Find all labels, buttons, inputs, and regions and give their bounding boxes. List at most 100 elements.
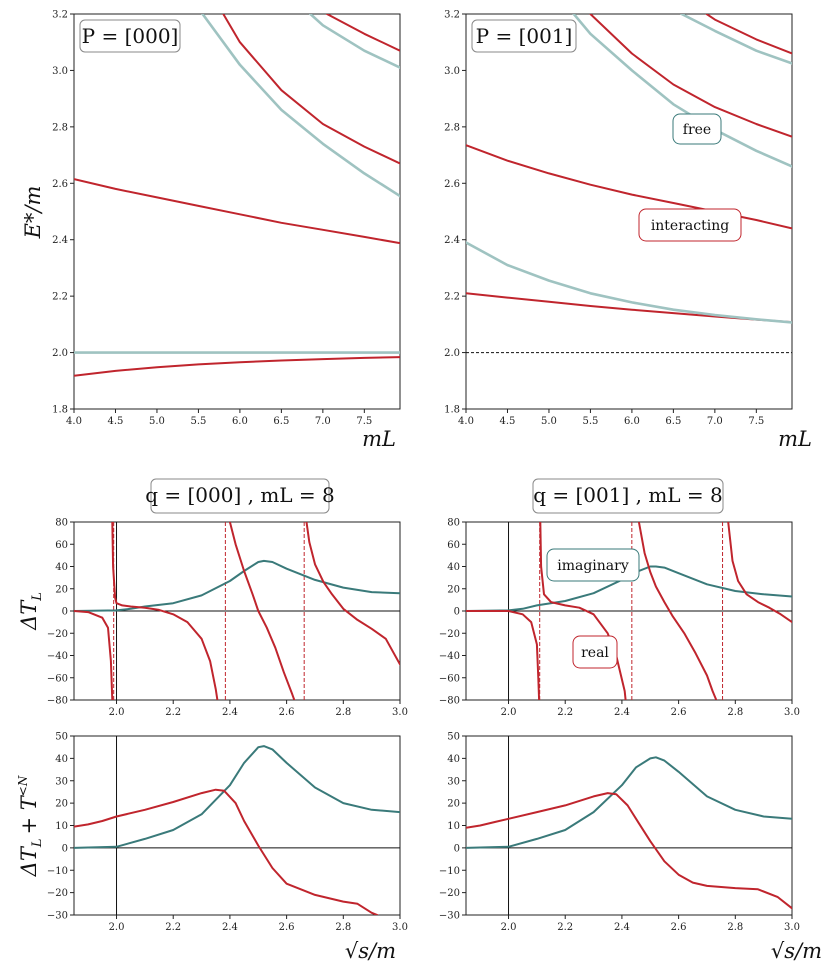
frame-deltatplus-q000 — [73, 735, 401, 916]
xtick-label: 3.0 — [392, 707, 408, 718]
series-interacting-line — [326, 14, 400, 52]
xtick-label: 5.5 — [582, 416, 598, 427]
ylabel-deltatplus-plus: + T — [17, 794, 41, 834]
xlabel-sqrt-s-left: √s/m — [345, 939, 396, 963]
series-real-line — [74, 610, 114, 700]
xtick-label: 2.8 — [335, 922, 351, 933]
xtick-label: 2.6 — [279, 707, 295, 718]
xtick-label: 7.5 — [748, 416, 764, 427]
ytick-label: 2.2 — [52, 292, 68, 303]
ytick-label: −60 — [439, 673, 460, 684]
ytick-label: −80 — [47, 696, 68, 707]
legend-box-imaginary — [546, 548, 640, 582]
ytick-label: 2.4 — [52, 235, 68, 246]
series-imaginary-line — [74, 745, 400, 849]
title-box-q000 — [150, 478, 330, 514]
plot-spectrum-p000: 4.0 4.5 5.0 5.5 6.0 6.5 7.0 7.5 1.8 2.0 2.2 2.4 2.6 2… — [52, 10, 400, 427]
legend-interacting: interacting — [651, 218, 729, 234]
series-interacting-line — [222, 14, 400, 165]
ytick-label: 20 — [447, 584, 460, 595]
xtick-label: 7.0 — [707, 416, 723, 427]
ytick-label: 10 — [447, 821, 460, 832]
xtick-label: 2.2 — [165, 922, 181, 933]
ytick-label: 30 — [55, 776, 68, 787]
xtick-label: 6.5 — [665, 416, 681, 427]
series-real-line — [466, 610, 541, 700]
ytick-label: 2.8 — [444, 122, 460, 133]
plot-spectrum-p001: 4.0 4.5 5.0 5.5 6.0 6.5 7.0 7.5 1.8 2.0 2.2 2.4 2.6 2… — [444, 10, 792, 427]
ytick-label: 40 — [55, 754, 68, 765]
series-interacting-line — [74, 178, 400, 245]
ytick-label: 2.6 — [52, 179, 68, 190]
xtick-label: 2.6 — [671, 922, 687, 933]
ytick-label: 80 — [55, 518, 68, 529]
plot-deltatplus-q001: 2.0 2.2 2.4 2.6 2.8 3.0 −30 −20 −10 0 10 20 30 40 50 — [439, 732, 800, 934]
xtick-label: 5.0 — [541, 416, 557, 427]
ytick-label: −60 — [47, 673, 68, 684]
xtick-label: 2.4 — [222, 922, 238, 933]
ytick-label: 0 — [62, 843, 68, 854]
ytick-label: 3.0 — [444, 66, 460, 77]
xtick-label: 5.5 — [190, 416, 206, 427]
series-real-line — [466, 792, 792, 910]
xtick-label: 2.4 — [614, 707, 630, 718]
xtick-label: 2.4 — [614, 922, 630, 933]
ytick-label: 20 — [447, 799, 460, 810]
series-real-line — [637, 522, 718, 700]
series-imaginary-line — [74, 559, 400, 612]
series-real-line — [111, 522, 219, 700]
frame-spectrum-p001 — [465, 13, 793, 410]
ytick-label: 1.8 — [52, 405, 68, 416]
ytick-label: 2.0 — [52, 348, 68, 359]
ytick-label: 2.2 — [444, 292, 460, 303]
ylabel-deltatplus-main: ΔT — [17, 845, 41, 877]
ytick-label: −20 — [439, 888, 460, 899]
ylabel-deltat-main: ΔT — [17, 599, 41, 631]
ytick-label: −40 — [47, 651, 68, 662]
series-free-line — [201, 14, 400, 198]
ytick-label: 3.0 — [52, 66, 68, 77]
series-real-line — [305, 522, 400, 666]
ytick-label: 50 — [447, 732, 460, 743]
xtick-label: 3.0 — [784, 707, 800, 718]
title-box-p000 — [79, 19, 181, 53]
xtick-label: 2.8 — [727, 922, 743, 933]
ylabel-deltatplus-sup: <N — [16, 775, 30, 796]
ylabel-deltatplus-sub1: L — [30, 839, 45, 849]
xtick-label: 7.0 — [315, 416, 331, 427]
series-free-line — [680, 14, 792, 65]
xlabel-spectrum-left: mL — [362, 427, 396, 451]
ytick-label: 0 — [454, 607, 460, 618]
series-real-line — [727, 522, 792, 624]
xtick-label: 4.5 — [108, 416, 124, 427]
title-q000: q = [000] , mL = 8 — [145, 483, 335, 507]
ytick-label: −20 — [47, 888, 68, 899]
series-interacting-line — [466, 144, 792, 230]
ytick-label: −10 — [439, 866, 460, 877]
series-interacting-line — [705, 14, 792, 55]
xtick-label: 6.0 — [232, 416, 248, 427]
legend-box-free — [672, 113, 722, 145]
xtick-label: 3.0 — [392, 922, 408, 933]
xtick-label: 5.0 — [149, 416, 165, 427]
title-p000: P = [000] — [82, 24, 179, 48]
xtick-label: 6.5 — [273, 416, 289, 427]
xtick-label: 7.5 — [356, 416, 372, 427]
legend-box-real — [572, 635, 618, 669]
xlabel-sqrt-s-right: √s/m — [771, 939, 822, 963]
series-interacting-line — [74, 356, 400, 377]
ytick-label: −20 — [439, 629, 460, 640]
xtick-label: 4.0 — [458, 416, 474, 427]
title-box-p001 — [471, 19, 577, 53]
ytick-label: 40 — [447, 754, 460, 765]
ytick-label: 2.4 — [444, 235, 460, 246]
ytick-label: −30 — [47, 911, 68, 922]
title-box-q001 — [532, 478, 724, 514]
series-imaginary-line — [466, 756, 792, 849]
xtick-label: 2.0 — [109, 922, 125, 933]
ytick-label: 60 — [55, 540, 68, 551]
legend-imaginary: imaginary — [557, 558, 629, 574]
svg-text:ΔTL: ΔTL — [17, 592, 45, 631]
ytick-label: 2.0 — [444, 348, 460, 359]
